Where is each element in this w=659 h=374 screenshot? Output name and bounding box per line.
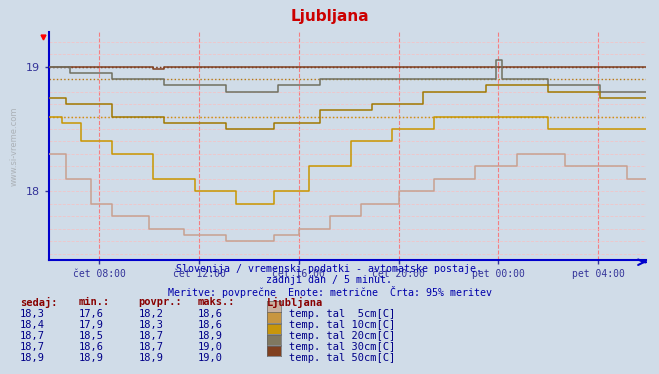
Text: povpr.:: povpr.: — [138, 297, 182, 307]
Text: 18,2: 18,2 — [138, 309, 163, 319]
Text: Slovenija / vremenski podatki - avtomatske postaje.: Slovenija / vremenski podatki - avtomats… — [177, 264, 482, 274]
Text: www.si-vreme.com: www.si-vreme.com — [9, 106, 18, 186]
Text: zadnji dan / 5 minut.: zadnji dan / 5 minut. — [266, 275, 393, 285]
Text: 18,7: 18,7 — [20, 331, 45, 341]
Text: temp. tal 30cm[C]: temp. tal 30cm[C] — [289, 342, 395, 352]
Text: 18,7: 18,7 — [138, 342, 163, 352]
Text: 18,7: 18,7 — [20, 342, 45, 352]
Text: 18,7: 18,7 — [138, 331, 163, 341]
Text: 18,9: 18,9 — [198, 331, 223, 341]
Text: temp. tal  5cm[C]: temp. tal 5cm[C] — [289, 309, 395, 319]
Text: 18,4: 18,4 — [20, 320, 45, 330]
Text: temp. tal 10cm[C]: temp. tal 10cm[C] — [289, 320, 395, 330]
Text: Ljubljana: Ljubljana — [290, 9, 369, 24]
Text: 18,9: 18,9 — [138, 353, 163, 364]
Text: temp. tal 20cm[C]: temp. tal 20cm[C] — [289, 331, 395, 341]
Text: 18,3: 18,3 — [20, 309, 45, 319]
Text: 18,6: 18,6 — [198, 320, 223, 330]
Text: 18,6: 18,6 — [198, 309, 223, 319]
Text: 17,6: 17,6 — [79, 309, 104, 319]
Text: Meritve: povprečne  Enote: metrične  Črta: 95% meritev: Meritve: povprečne Enote: metrične Črta:… — [167, 286, 492, 298]
Text: maks.:: maks.: — [198, 297, 235, 307]
Text: temp. tal 50cm[C]: temp. tal 50cm[C] — [289, 353, 395, 364]
Text: 18,6: 18,6 — [79, 342, 104, 352]
Text: 18,5: 18,5 — [79, 331, 104, 341]
Text: 17,9: 17,9 — [79, 320, 104, 330]
Text: 19,0: 19,0 — [198, 342, 223, 352]
Text: 18,3: 18,3 — [138, 320, 163, 330]
Text: 19,0: 19,0 — [198, 353, 223, 364]
Text: sedaj:: sedaj: — [20, 297, 57, 308]
Text: 18,9: 18,9 — [79, 353, 104, 364]
Text: Ljubljana: Ljubljana — [267, 297, 323, 308]
Text: min.:: min.: — [79, 297, 110, 307]
Text: 18,9: 18,9 — [20, 353, 45, 364]
